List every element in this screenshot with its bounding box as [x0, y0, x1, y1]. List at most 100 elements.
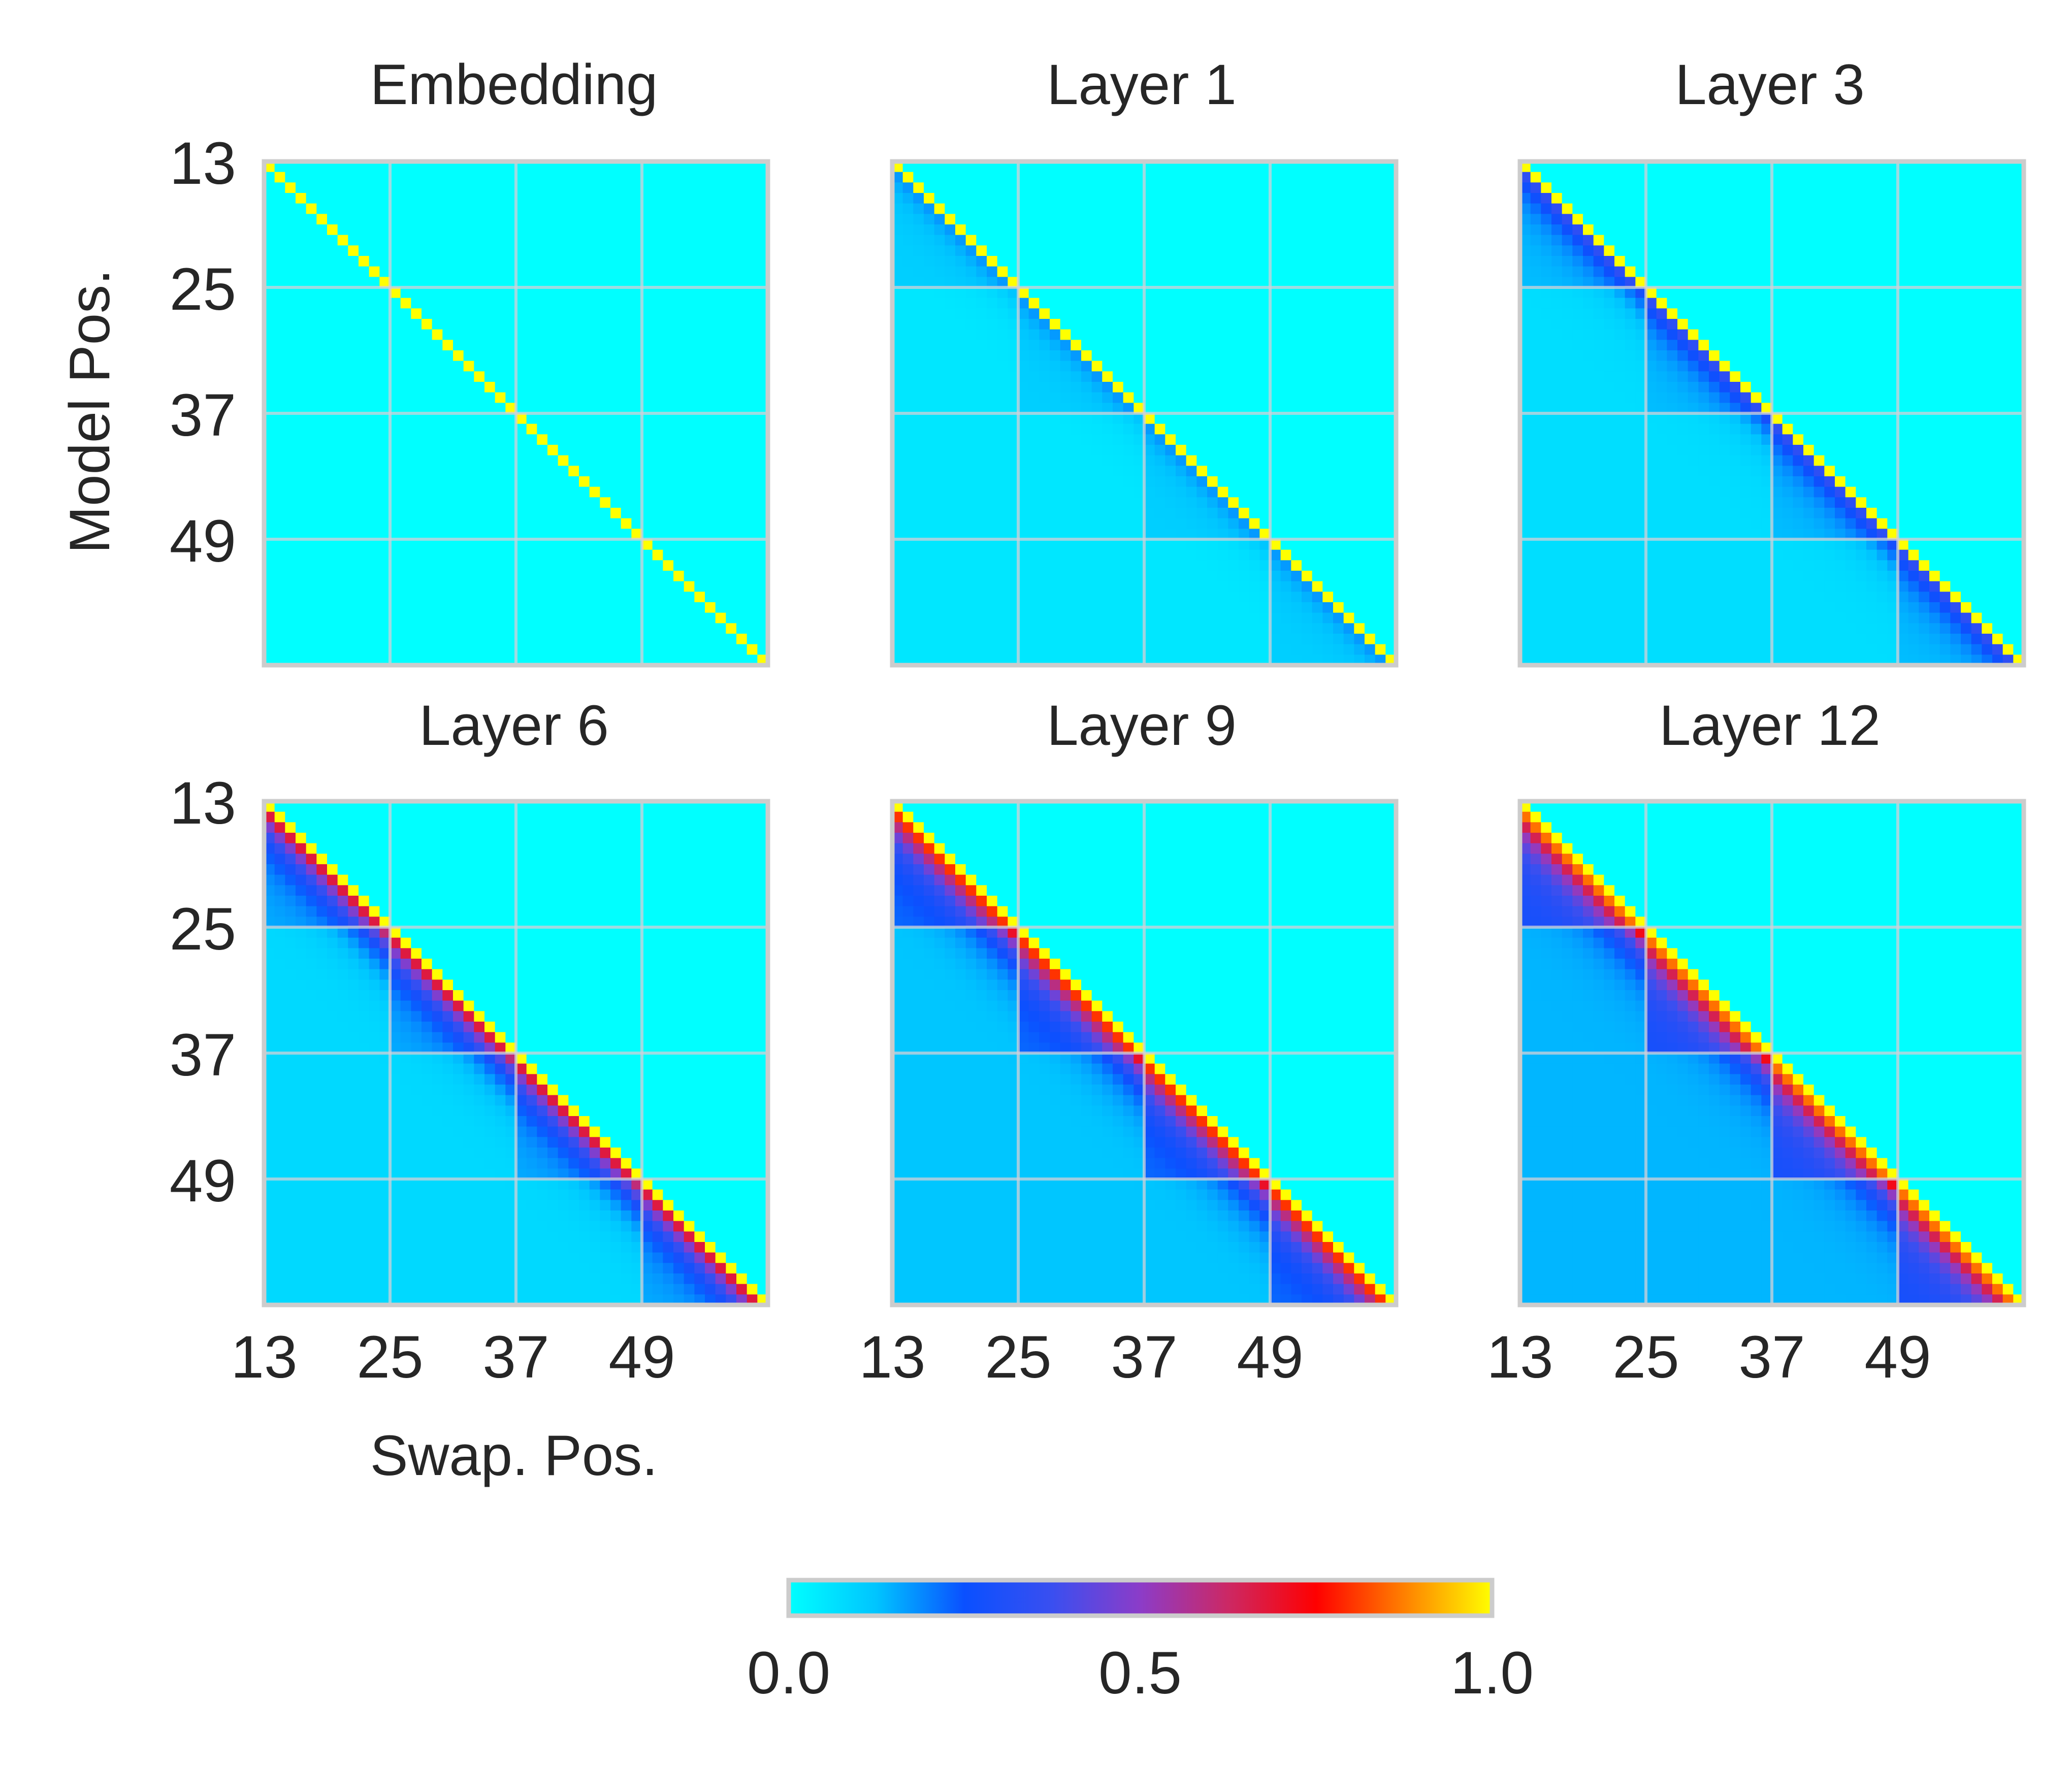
heatmap-cell: [1793, 235, 1804, 246]
heatmap-cell: [934, 466, 945, 477]
heatmap-cell: [1562, 182, 1573, 193]
heatmap-cell: [1302, 172, 1313, 183]
heatmap-cell: [432, 486, 443, 498]
heatmap-cell: [400, 560, 411, 571]
heatmap-cell: [442, 308, 454, 319]
heatmap-cell: [337, 497, 348, 508]
heatmap-cell: [369, 434, 380, 445]
heatmap-cell: [684, 214, 695, 225]
heatmap-cell: [965, 539, 977, 550]
heatmap-cell: [684, 172, 695, 183]
heatmap-cell: [484, 361, 496, 372]
heatmap-cell: [316, 476, 328, 487]
heatmap-cell: [673, 172, 685, 183]
heatmap-cell: [505, 182, 516, 193]
heatmap-cell: [589, 287, 600, 299]
heatmap-cell: [1165, 245, 1176, 256]
heatmap-cell: [1375, 581, 1386, 592]
heatmap-cell: [1165, 214, 1176, 225]
heatmap-cell: [1333, 623, 1344, 634]
heatmap-cell: [1343, 445, 1354, 456]
heatmap-cell: [1186, 329, 1197, 340]
heatmap-cell: [1530, 235, 1541, 246]
heatmap-cell: [965, 455, 977, 466]
heatmap-cell: [1165, 277, 1176, 288]
heatmap-cell: [1018, 193, 1029, 204]
heatmap-cell: [965, 340, 977, 351]
heatmap-cell: [892, 497, 903, 508]
heatmap-cell: [1312, 382, 1323, 393]
heatmap-cell: [652, 549, 663, 561]
heatmap-cell: [1312, 634, 1323, 645]
heatmap-cell: [1039, 203, 1050, 214]
heatmap-cell: [1207, 382, 1218, 393]
heatmap-cell: [1302, 382, 1313, 393]
heatmap-cell: [463, 392, 474, 403]
heatmap-cell: [1239, 634, 1250, 645]
heatmap-cell: [568, 539, 579, 550]
heatmap-cell: [306, 172, 317, 183]
heatmap-cell: [1259, 413, 1271, 424]
heatmap-cell: [1060, 224, 1071, 236]
heatmap-cell: [1541, 203, 1552, 214]
heatmap-cell: [757, 361, 768, 372]
heatmap-cell: [1081, 486, 1092, 498]
heatmap-cell: [1950, 172, 1961, 183]
heatmap-cell: [1343, 350, 1354, 362]
heatmap-cell: [1196, 612, 1208, 624]
heatmap-cell: [663, 277, 674, 288]
heatmap-cell: [463, 612, 474, 624]
heatmap-cell: [652, 319, 663, 330]
heatmap-cell: [337, 529, 348, 540]
heatmap-cell: [1322, 476, 1334, 487]
heatmap-cell: [1249, 287, 1260, 299]
heatmap-cell: [390, 172, 401, 183]
heatmap-cell: [453, 539, 464, 550]
heatmap-cell: [621, 518, 632, 529]
heatmap-cell: [463, 539, 474, 550]
heatmap-cell: [1060, 539, 1071, 550]
heatmap-cell: [1562, 203, 1573, 214]
heatmap-cell: [442, 319, 454, 330]
heatmap-cell: [369, 245, 380, 256]
heatmap-cell: [432, 549, 443, 561]
heatmap-cell: [264, 508, 275, 519]
heatmap-cell: [684, 329, 695, 340]
heatmap-cell: [316, 529, 328, 540]
heatmap-cell: [1018, 612, 1029, 624]
heatmap-cell: [484, 172, 496, 183]
heatmap-cell: [924, 403, 935, 414]
heatmap-cell: [621, 361, 632, 372]
heatmap-cell: [337, 455, 348, 466]
heatmap-cell: [369, 235, 380, 246]
heatmap-cell: [934, 266, 945, 277]
heatmap-cell: [663, 644, 674, 655]
heatmap-cell: [1228, 235, 1239, 246]
heatmap-cell: [1228, 329, 1239, 340]
heatmap-cell: [589, 413, 600, 424]
heatmap-cell: [432, 172, 443, 183]
heatmap-cell: [652, 423, 663, 435]
heatmap-cell: [1322, 392, 1334, 403]
heatmap-cell: [1207, 423, 1218, 435]
heatmap-cell: [1028, 592, 1040, 603]
heatmap-cell: [955, 298, 966, 309]
heatmap-cell: [1333, 382, 1344, 393]
heatmap-cell: [726, 413, 737, 424]
heatmap-cell: [631, 434, 642, 445]
heatmap-cell: [1270, 235, 1281, 246]
heatmap-cell: [1343, 235, 1354, 246]
heatmap-cell: [1123, 350, 1134, 362]
heatmap-cell: [306, 413, 317, 424]
heatmap-cell: [1071, 539, 1082, 550]
heatmap-cell: [579, 329, 590, 340]
heatmap-cell: [296, 161, 307, 173]
heatmap-cell: [369, 612, 380, 624]
heatmap-cell: [976, 413, 987, 424]
heatmap-cell: [1354, 382, 1365, 393]
heatmap-cell: [1217, 298, 1228, 309]
heatmap-cell: [1291, 486, 1302, 498]
heatmap-cell: [747, 224, 758, 236]
heatmap-cell: [558, 329, 569, 340]
heatmap-cell: [537, 581, 548, 592]
